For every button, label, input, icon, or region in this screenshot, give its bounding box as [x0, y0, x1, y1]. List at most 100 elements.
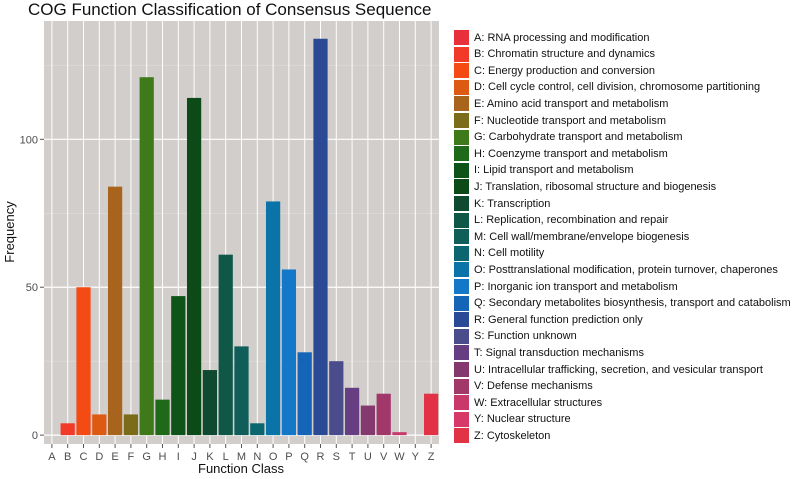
bar-S	[329, 361, 344, 436]
legend-item-K: K: Transcription	[454, 195, 550, 212]
legend-swatch	[454, 146, 469, 162]
legend-label: W: Extracellular structures	[474, 396, 603, 409]
x-tick-label-B: B	[64, 451, 71, 463]
x-tick-label-R: R	[317, 451, 325, 463]
legend-item-M: M: Cell wall/membrane/envelope biogenesi…	[454, 228, 689, 245]
legend-swatch	[454, 46, 469, 62]
chart-title: COG Function Classification of Consensus…	[28, 0, 432, 19]
legend-label: C: Energy production and conversion	[474, 64, 655, 77]
legend-swatch	[454, 129, 469, 145]
legend-label: R: General function prediction only	[474, 313, 643, 326]
x-tick-label-F: F	[128, 451, 135, 463]
x-tick-label-Z: Z	[428, 451, 435, 463]
legend-label: V: Defense mechanisms	[474, 380, 593, 393]
x-tick-label-E: E	[111, 451, 118, 463]
y-tick-label: 0	[32, 430, 38, 442]
legend-item-U: U: Intracellular trafficking, secretion,…	[454, 361, 763, 378]
bar-W	[392, 432, 407, 436]
bar-V	[376, 393, 391, 436]
legend-swatch	[454, 196, 469, 211]
legend-label: O: Posttranslational modification, prote…	[474, 263, 778, 276]
bars	[60, 38, 439, 436]
legend-label: J: Translation, ribosomal structure and …	[474, 180, 717, 193]
legend-swatch	[454, 328, 469, 344]
legend-label: T: Signal transduction mechanisms	[474, 346, 644, 359]
bar-I	[171, 296, 186, 436]
legend-label: E: Amino acid transport and metabolism	[474, 97, 669, 110]
legend-swatch	[454, 362, 469, 377]
legend-swatch	[454, 229, 469, 245]
legend-item-N: N: Cell motility	[454, 245, 544, 262]
bar-K	[202, 370, 218, 436]
bar-P	[281, 269, 297, 436]
legend-item-A: A: RNA processing and modification	[454, 29, 649, 46]
legend-item-T: T: Signal transduction mechanisms	[454, 344, 644, 361]
x-tick-label-P: P	[285, 451, 292, 463]
bar-C	[76, 287, 91, 436]
bar-M	[234, 346, 249, 436]
x-tick-label-O: O	[269, 451, 278, 463]
legend-label: L: Replication, recombination and repair	[474, 214, 669, 227]
bar-J	[186, 97, 202, 436]
legend-label: M: Cell wall/membrane/envelope biogenesi…	[474, 230, 690, 243]
legend-label: B: Chromatin structure and dynamics	[474, 48, 655, 61]
legend-item-Z: Z: Cytoskeleton	[454, 427, 550, 444]
bar-G	[139, 77, 154, 436]
legend-item-H: H: Coenzyme transport and metabolism	[454, 145, 668, 162]
legend-label: F: Nucleotide transport and metabolism	[474, 114, 666, 127]
legend-item-O: O: Posttranslational modification, prote…	[454, 261, 778, 278]
legend-item-Y: Y: Nuclear structure	[454, 411, 571, 428]
bar-H	[155, 399, 170, 436]
legend-item-R: R: General function prediction only	[454, 311, 643, 328]
x-tick-label-Q: Q	[300, 451, 309, 463]
legend-item-J: J: Translation, ribosomal structure and …	[454, 178, 716, 195]
legend-swatch	[454, 395, 469, 411]
y-axis-ticks: 0 50 100	[20, 134, 44, 442]
x-tick-label-C: C	[80, 451, 88, 463]
bar-Q	[297, 352, 312, 436]
x-tick-label-U: U	[364, 451, 372, 463]
x-tick-label-A: A	[48, 451, 56, 463]
legend-item-W: W: Extracellular structures	[454, 394, 602, 411]
legend-item-B: B: Chromatin structure and dynamics	[454, 46, 655, 63]
legend-label: K: Transcription	[474, 197, 551, 210]
bar-L	[218, 254, 233, 436]
legend-item-E: E: Amino acid transport and metabolism	[454, 95, 668, 112]
bar-N	[250, 423, 265, 436]
legend-item-P: P: Inorganic ion transport and metabolis…	[454, 278, 678, 295]
legend-item-D: D: Cell cycle control, cell division, ch…	[454, 79, 760, 96]
legend-item-F: F: Nucleotide transport and metabolism	[454, 112, 666, 129]
legend-swatch	[454, 113, 469, 128]
legend-label: D: Cell cycle control, cell division, ch…	[474, 81, 761, 94]
legend-label: P: Inorganic ion transport and metabolis…	[474, 280, 678, 293]
legend-swatch	[454, 162, 469, 178]
bar-R	[313, 38, 328, 436]
y-tick-label: 100	[20, 134, 38, 146]
y-axis-title: Frequency	[2, 201, 17, 263]
x-tick-label-G: G	[142, 451, 151, 463]
legend-label: Z: Cytoskeleton	[474, 429, 551, 442]
x-tick-label-J: J	[191, 451, 197, 463]
x-axis-title: Function Class	[198, 461, 284, 476]
legend-swatch	[454, 262, 469, 278]
legend-label: G: Carbohydrate transport and metabolism	[474, 131, 683, 144]
legend-label: A: RNA processing and modification	[474, 31, 650, 44]
legend-swatch	[454, 63, 469, 79]
legend-swatch	[454, 345, 469, 361]
legend-label: I: Lipid transport and metabolism	[474, 164, 634, 177]
legend-item-S: S: Function unknown	[454, 328, 577, 345]
x-tick-label-N: N	[253, 451, 261, 463]
legend-item-C: C: Energy production and conversion	[454, 62, 655, 79]
legend-swatch	[454, 428, 469, 444]
x-tick-label-I: I	[177, 451, 180, 463]
legend-swatch	[454, 79, 469, 95]
legend-label: U: Intracellular trafficking, secretion,…	[474, 363, 763, 376]
x-tick-label-V: V	[380, 451, 388, 463]
x-tick-label-M: M	[237, 451, 246, 463]
x-tick-label-H: H	[159, 451, 167, 463]
legend-swatch	[454, 30, 469, 45]
x-tick-label-D: D	[95, 451, 103, 463]
x-tick-label-L: L	[223, 451, 229, 463]
